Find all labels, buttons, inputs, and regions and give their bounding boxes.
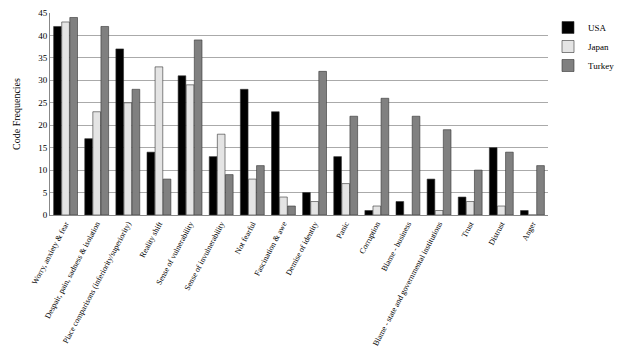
svg-text:Place comparisons (inferiority: Place comparisons (inferiority/superiori… xyxy=(61,220,133,345)
svg-text:USA: USA xyxy=(588,23,607,33)
svg-text:10: 10 xyxy=(38,165,48,175)
svg-text:0: 0 xyxy=(43,210,48,220)
svg-text:Fascination & awe: Fascination & awe xyxy=(253,220,289,278)
svg-text:Code Frequencies: Code Frequencies xyxy=(11,78,22,150)
svg-text:20: 20 xyxy=(38,120,48,130)
svg-text:30: 30 xyxy=(38,75,48,85)
svg-text:45: 45 xyxy=(38,8,48,18)
svg-text:Japan: Japan xyxy=(588,42,609,52)
svg-text:40: 40 xyxy=(38,31,48,41)
svg-text:Trust: Trust xyxy=(460,220,476,240)
svg-text:Sense of vulnerability: Sense of vulnerability xyxy=(154,220,195,286)
svg-text:35: 35 xyxy=(38,53,48,63)
svg-text:Not fearful: Not fearful xyxy=(233,220,258,256)
svg-text:Turkey: Turkey xyxy=(588,61,614,71)
svg-text:Worry, anxiety & fear: Worry, anxiety & fear xyxy=(30,220,71,286)
svg-text:Reality shift: Reality shift xyxy=(138,220,165,260)
svg-text:Demise of identity: Demise of identity xyxy=(284,220,320,277)
svg-text:5: 5 xyxy=(43,188,48,198)
svg-text:Distrust: Distrust xyxy=(487,220,507,247)
svg-text:15: 15 xyxy=(38,143,48,153)
svg-text:Corruption: Corruption xyxy=(358,220,382,255)
svg-text:Panic: Panic xyxy=(335,220,352,240)
svg-text:Blame - business: Blame - business xyxy=(380,220,414,272)
svg-text:Despair, pain, sadness & isola: Despair, pain, sadness & isolation xyxy=(43,220,102,320)
svg-text:Sense of invulnerability: Sense of invulnerability xyxy=(183,220,227,292)
svg-text:25: 25 xyxy=(38,98,48,108)
svg-text:Anger: Anger xyxy=(520,220,537,242)
svg-text:Blame - state and governmental: Blame - state and governmental instituti… xyxy=(371,220,444,347)
